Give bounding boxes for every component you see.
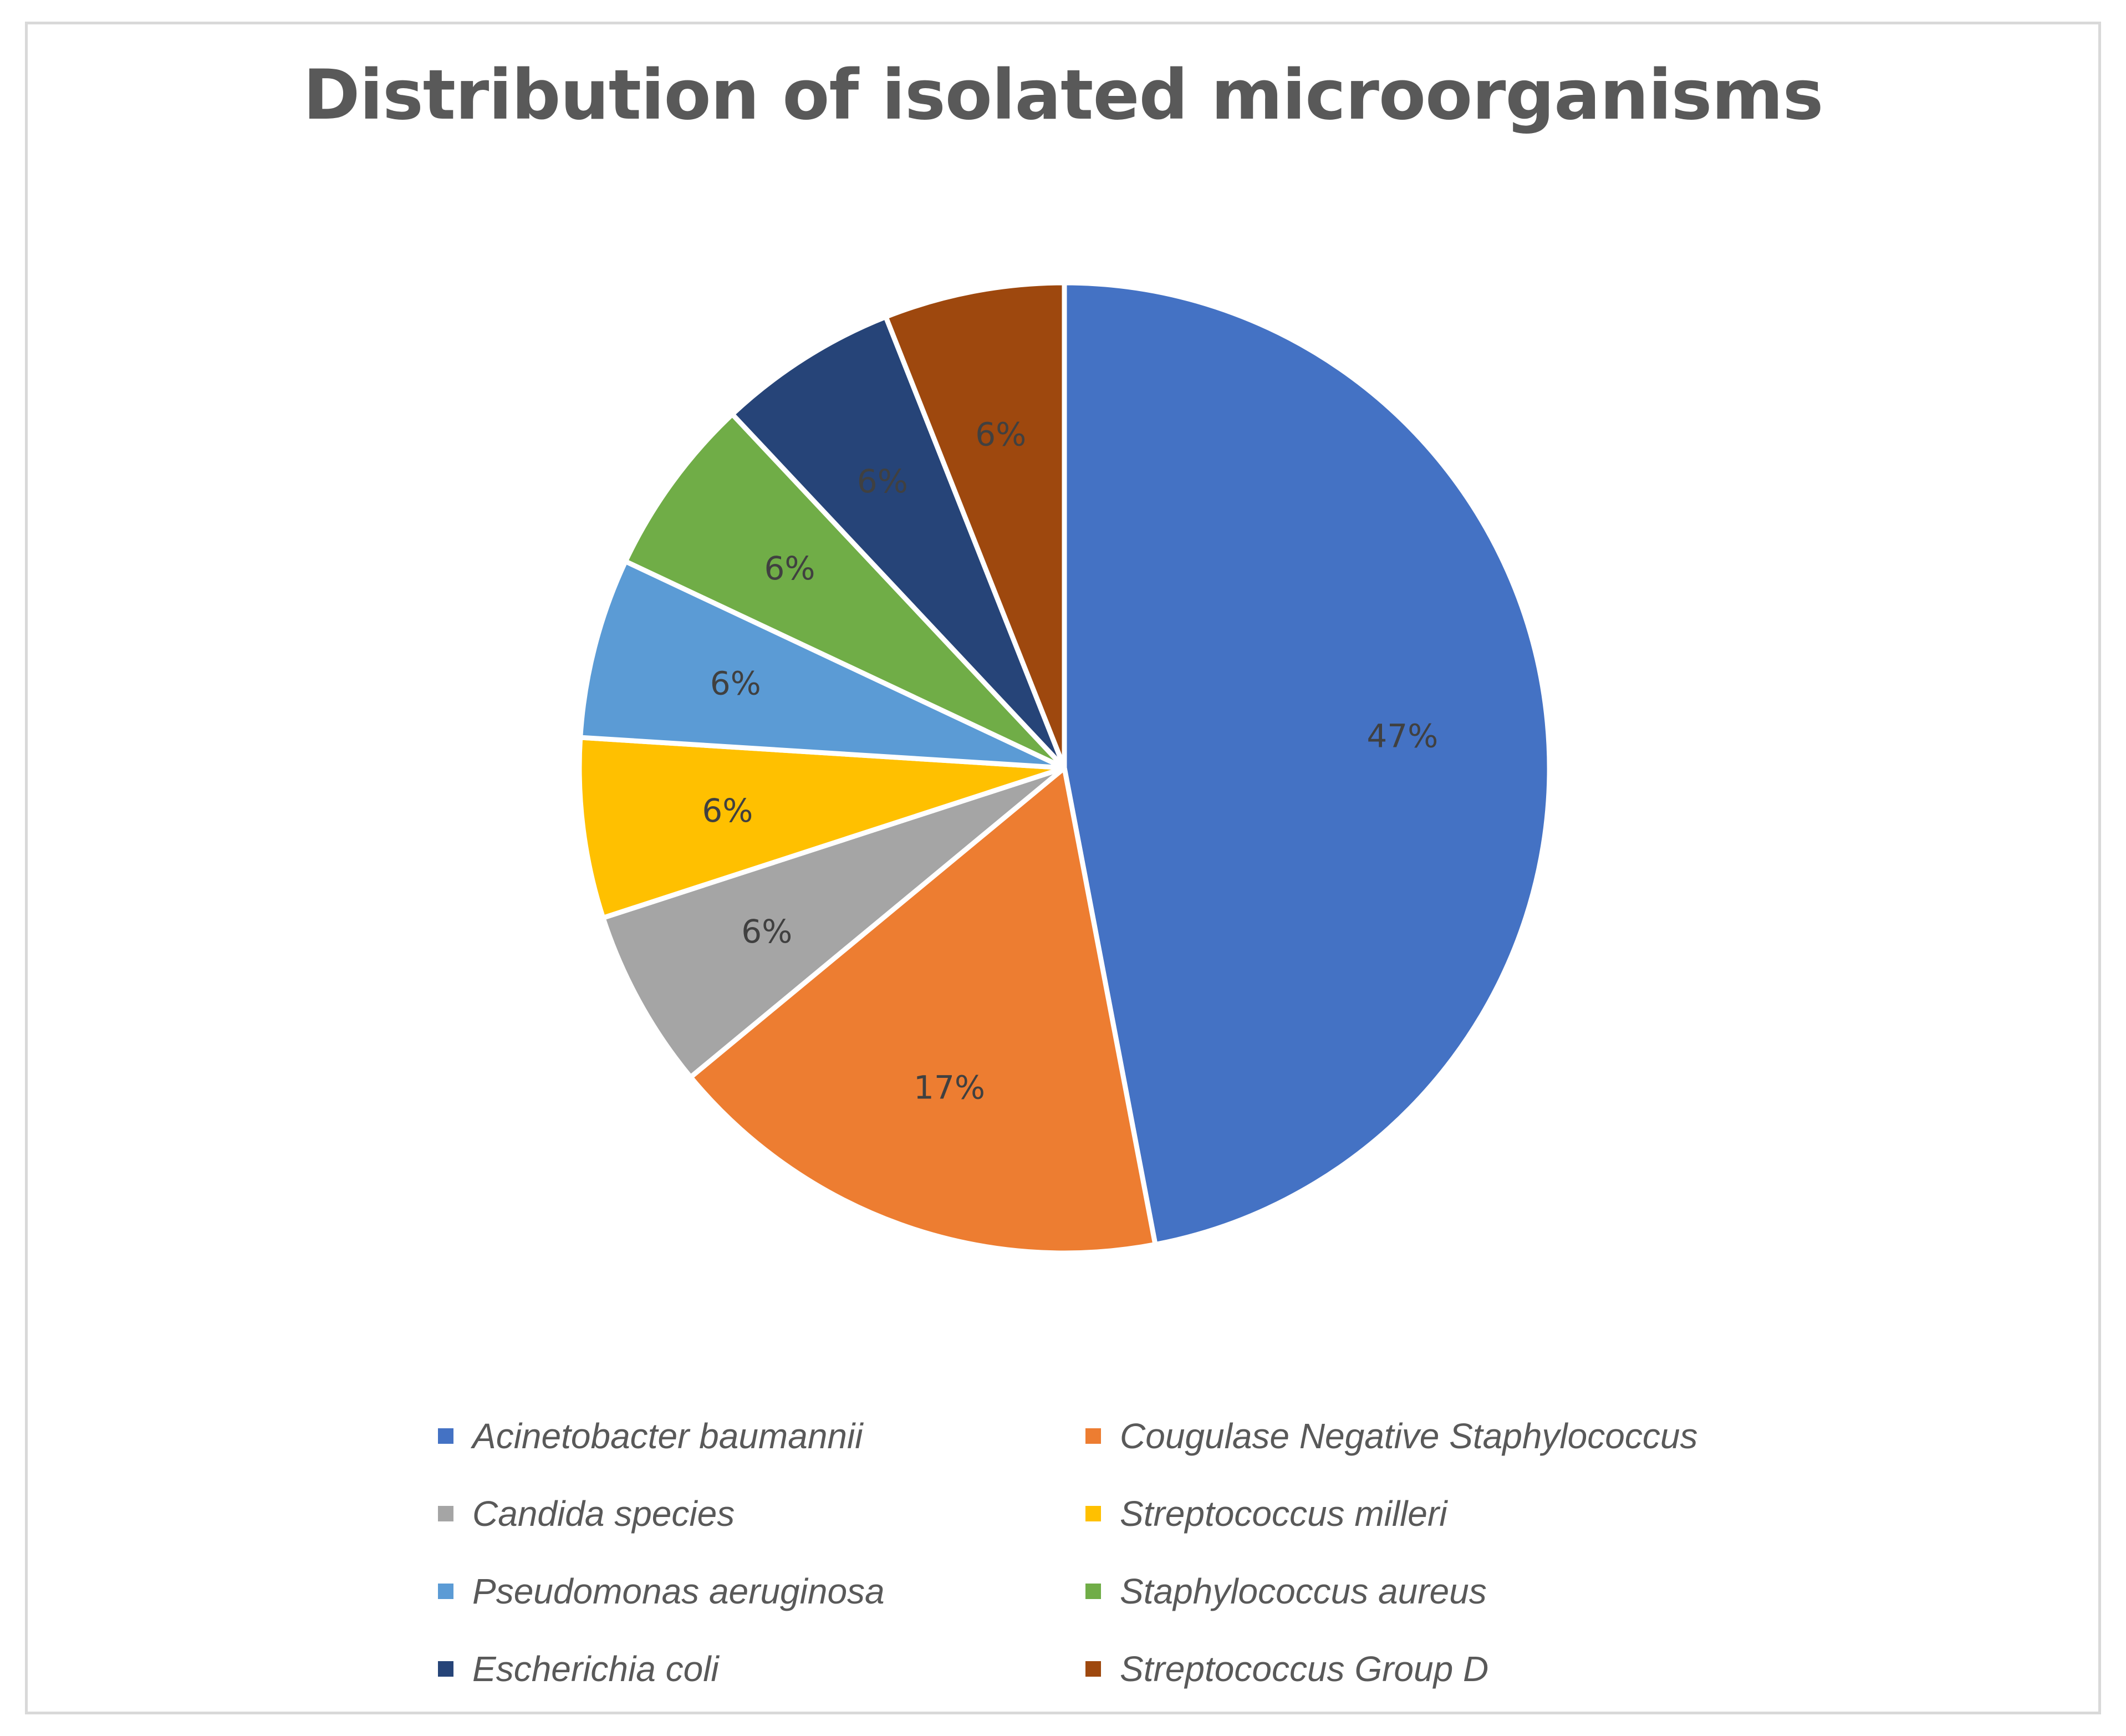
legend-item: Pseudomonas aeruginosa	[438, 1552, 1085, 1630]
data-label-2: 17%	[914, 1068, 985, 1106]
pie-slice-3	[600, 765, 1067, 1080]
data-label-8: 6%	[975, 415, 1026, 453]
pie-slice-5	[578, 558, 1067, 771]
pie-slice-8	[883, 280, 1067, 771]
legend-item: Staphylococcus aureus	[1085, 1552, 1806, 1630]
legend-item: Streptococcus milleri	[1085, 1475, 1806, 1552]
legend-swatch	[438, 1428, 453, 1444]
legend-item: Candida species	[438, 1475, 1085, 1552]
data-label-1: 47%	[1367, 717, 1438, 755]
legend-item: Cougulase Negative Staphylococcus	[1085, 1397, 1806, 1475]
legend-item: Escherichia coli	[438, 1630, 1085, 1708]
legend-item: Streptococcus Group D	[1085, 1630, 1806, 1708]
legend-swatch	[438, 1661, 453, 1677]
legend-swatch	[1085, 1428, 1101, 1444]
pie-slice-7	[730, 314, 1067, 771]
legend-swatch	[438, 1506, 453, 1521]
legend-label: Streptococcus milleri	[1120, 1494, 1447, 1534]
legend-swatch	[1085, 1661, 1101, 1677]
legend-label: Acinetobacter baumannii	[472, 1416, 863, 1456]
legend-label: Cougulase Negative Staphylococcus	[1120, 1416, 1698, 1456]
legend-label: Pseudomonas aeruginosa	[472, 1571, 885, 1611]
data-label-3: 6%	[741, 913, 792, 950]
legend-label: Streptococcus Group D	[1120, 1649, 1489, 1689]
pie-slice-2	[688, 765, 1158, 1256]
legend-label: Candida species	[472, 1494, 735, 1534]
chart-title: Distribution of isolated microorganisms	[303, 55, 1824, 135]
legend-label: Staphylococcus aureus	[1120, 1571, 1487, 1611]
legend-swatch	[1085, 1584, 1101, 1599]
data-label-4: 6%	[702, 792, 753, 829]
legend-swatch	[1085, 1506, 1101, 1521]
legend-swatch	[438, 1584, 453, 1599]
legend-item: Acinetobacter baumannii	[438, 1397, 1085, 1475]
legend-label: Escherichia coli	[472, 1649, 719, 1689]
legend: Acinetobacter baumannii Cougulase Negativ…	[438, 1397, 1879, 1708]
pie-slices	[577, 280, 1552, 1256]
pie-slice-1	[1062, 280, 1552, 1247]
data-label-6: 6%	[764, 549, 815, 587]
data-label-7: 6%	[857, 462, 908, 500]
pie-slice-4	[577, 735, 1067, 920]
pie-slice-6	[623, 411, 1067, 771]
pie-data-labels: 47% 17% 6% 6% 6% 6% 6% 6%	[702, 415, 1438, 1106]
data-label-5: 6%	[710, 665, 761, 702]
